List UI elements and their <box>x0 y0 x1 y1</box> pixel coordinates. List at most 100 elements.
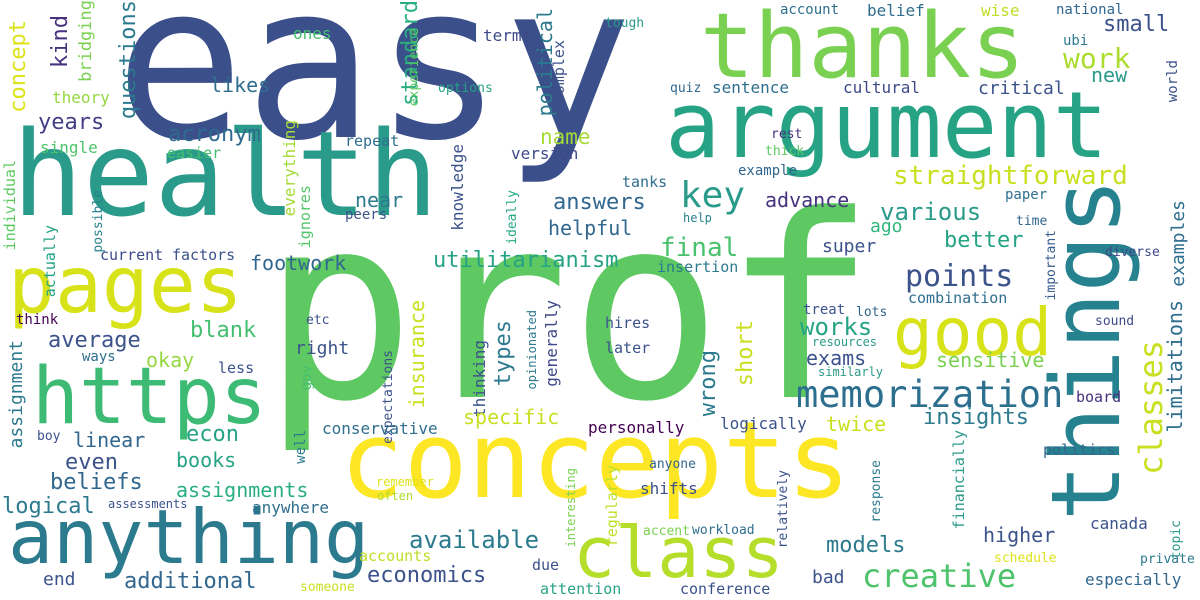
word-assignments: assignments <box>176 478 309 502</box>
word-specific: specific <box>463 405 560 429</box>
word-memorization: memorization <box>796 373 1064 416</box>
word-new: new <box>1091 63 1128 87</box>
word-small: small <box>1103 12 1170 37</box>
word-logically: logically <box>720 414 807 433</box>
word-blank: blank <box>190 318 257 343</box>
word-combination: combination <box>908 289 1008 307</box>
word-generally: generally <box>542 300 561 387</box>
word-concept: concept <box>6 20 31 113</box>
word-argument: argument <box>665 72 1109 179</box>
word-tanks: tanks <box>622 173 668 191</box>
word-acronym: acronym <box>168 122 261 147</box>
word-accent: accent <box>643 524 690 539</box>
word-health: health <box>12 105 439 243</box>
word-examples: examples <box>1168 200 1189 287</box>
word-national: national <box>1056 2 1124 18</box>
word-version: version <box>511 144 579 163</box>
word-bad: bad <box>812 567 845 588</box>
word-similarly: similarly <box>818 365 884 379</box>
word-well: well <box>293 430 309 464</box>
word-insertion: insertion <box>657 258 739 276</box>
word-pages: pages <box>8 241 243 331</box>
word-questions: questions <box>116 0 141 120</box>
word-ones: ones <box>293 24 332 43</box>
word-accounts: accounts <box>359 547 432 565</box>
word-key: key <box>680 175 746 216</box>
word-kind: kind <box>48 15 73 68</box>
word-linear: linear <box>73 428 146 452</box>
word-time: time <box>1016 214 1048 229</box>
word-right: right <box>295 338 350 359</box>
word-limitations: limitations <box>1163 300 1187 433</box>
word-models: models <box>826 533 906 558</box>
word-due: due <box>532 556 560 574</box>
word-shifts: shifts <box>640 479 698 498</box>
word-board: board <box>1076 388 1122 406</box>
word-financially: financially <box>950 430 968 530</box>
word-current: current <box>100 246 164 264</box>
word-footwork: footwork <box>250 251 347 275</box>
word-works: works <box>800 313 873 341</box>
word-ideally: ideally <box>505 190 520 245</box>
word-experience: experience <box>407 28 422 107</box>
word-sensitive: sensitive <box>936 348 1045 372</box>
word-cultural: cultural <box>843 78 921 97</box>
word-think: think <box>16 312 59 328</box>
word-attention: attention <box>540 580 622 598</box>
word-economics: economics <box>367 563 487 588</box>
word-helpful: helpful <box>548 216 633 240</box>
word-complex: complex <box>550 40 568 104</box>
word-single: single <box>40 138 98 157</box>
word-likes: likes <box>210 73 271 97</box>
word-average: average <box>48 328 141 353</box>
word-econ: econ <box>186 422 239 447</box>
word-answers: answers <box>553 190 646 215</box>
word-tough: tough <box>605 16 645 31</box>
word-near: near <box>355 188 404 212</box>
word-quiz: quiz <box>670 81 702 96</box>
word-later: later <box>605 339 651 357</box>
word-types: types <box>491 320 516 387</box>
word-various: various <box>880 198 982 226</box>
word-workload: workload <box>692 523 755 538</box>
word-remember: remember <box>376 475 434 489</box>
word-thick: thick <box>765 144 805 159</box>
word-bridging: bridging <box>76 0 96 82</box>
word-better: better <box>944 228 1024 253</box>
word-okay: okay <box>146 348 195 372</box>
word-even: even <box>65 450 118 475</box>
word-belief: belief <box>867 1 925 20</box>
word-private: private <box>1140 552 1195 567</box>
word-name: name <box>540 125 591 149</box>
word-world: world <box>1165 60 1181 103</box>
word-help: help <box>683 211 712 225</box>
word-final: final <box>660 233 739 263</box>
word-important: important <box>1044 230 1059 301</box>
word-canada: canada <box>1090 514 1148 533</box>
word-twice: twice <box>826 412 887 436</box>
word-hires: hires <box>605 314 651 332</box>
word-insights: insights <box>923 405 1029 430</box>
word-conference: conference <box>680 580 771 598</box>
word-schedule: schedule <box>994 551 1057 566</box>
word-higher: higher <box>983 523 1056 547</box>
word-relatively: relatively <box>776 470 791 549</box>
word-terms: terms <box>483 26 532 45</box>
word-end: end <box>43 569 76 590</box>
word-interesting: interesting <box>564 468 578 548</box>
word-actually: actually <box>41 225 59 298</box>
word-super: super <box>822 236 877 257</box>
word-exams: exams <box>806 346 867 370</box>
word-politics: politics <box>1043 441 1116 459</box>
word-https: https <box>32 352 267 442</box>
word-easy: easy <box>115 0 633 188</box>
word-short: short <box>733 320 758 387</box>
word-etc: etc <box>306 313 330 328</box>
word-beliefs: beliefs <box>50 470 143 495</box>
word-response: response <box>869 460 884 523</box>
word-ways: ways <box>82 349 116 365</box>
word-especially: especially <box>1085 570 1182 589</box>
word-wise: wise <box>981 1 1020 20</box>
word-ignores: ignores <box>296 185 314 249</box>
word-resources: resources <box>812 335 878 349</box>
